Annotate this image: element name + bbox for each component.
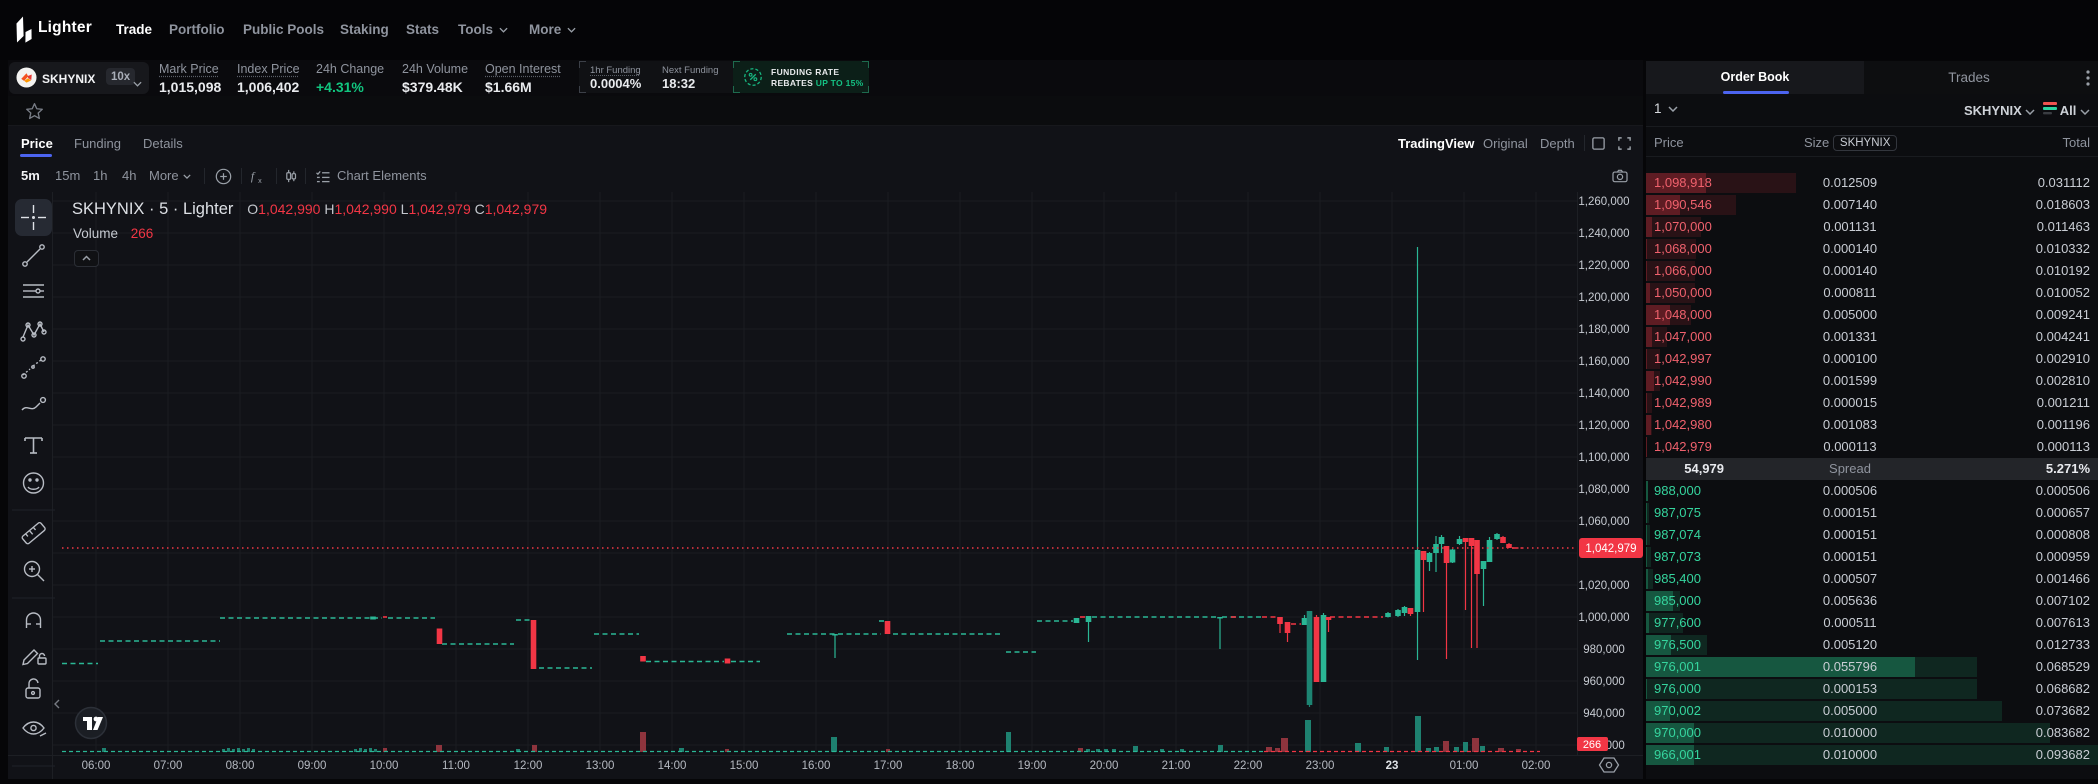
svg-text:11:00: 11:00 xyxy=(442,760,470,772)
svg-text:01:00: 01:00 xyxy=(1450,760,1479,772)
svg-text:08:00: 08:00 xyxy=(226,760,255,772)
svg-text:1,240,000: 1,240,000 xyxy=(1578,228,1629,240)
svg-text:12:00: 12:00 xyxy=(514,760,543,772)
svg-text:17:00: 17:00 xyxy=(874,760,903,772)
svg-text:1,260,000: 1,260,000 xyxy=(1578,196,1629,208)
svg-text:1,180,000: 1,180,000 xyxy=(1578,324,1629,336)
svg-text:20:00: 20:00 xyxy=(1090,760,1119,772)
svg-text:13:00: 13:00 xyxy=(586,760,615,772)
svg-text:16:00: 16:00 xyxy=(802,760,831,772)
svg-text:1,140,000: 1,140,000 xyxy=(1578,388,1629,400)
svg-text:15:00: 15:00 xyxy=(730,760,759,772)
svg-text:1,120,000: 1,120,000 xyxy=(1578,420,1629,432)
svg-text:06:00: 06:00 xyxy=(82,760,111,772)
svg-text:07:00: 07:00 xyxy=(154,760,183,772)
svg-text:1,220,000: 1,220,000 xyxy=(1578,260,1629,272)
svg-text:980,000: 980,000 xyxy=(1583,644,1625,656)
svg-text:1,080,000: 1,080,000 xyxy=(1578,484,1629,496)
svg-text:23: 23 xyxy=(1386,760,1399,772)
svg-text:02:00: 02:00 xyxy=(1522,760,1551,772)
svg-text:1,060,000: 1,060,000 xyxy=(1578,516,1629,528)
svg-text:18:00: 18:00 xyxy=(946,760,975,772)
svg-text:266: 266 xyxy=(1583,739,1601,751)
svg-text:09:00: 09:00 xyxy=(298,760,327,772)
svg-text:10:00: 10:00 xyxy=(370,760,399,772)
svg-text:1,100,000: 1,100,000 xyxy=(1578,452,1629,464)
svg-text:22:00: 22:00 xyxy=(1234,760,1263,772)
svg-text:19:00: 19:00 xyxy=(1018,760,1047,772)
svg-text:x: x xyxy=(258,176,262,184)
svg-text:f: f xyxy=(251,170,256,183)
svg-text:940,000: 940,000 xyxy=(1583,708,1625,720)
svg-text:23:00: 23:00 xyxy=(1306,760,1335,772)
svg-text:960,000: 960,000 xyxy=(1583,676,1625,688)
svg-text:1,042,979: 1,042,979 xyxy=(1585,543,1636,555)
svg-text:1,020,000: 1,020,000 xyxy=(1578,580,1629,592)
svg-text:1,160,000: 1,160,000 xyxy=(1578,356,1629,368)
svg-text:1,200,000: 1,200,000 xyxy=(1578,292,1629,304)
svg-text:14:00: 14:00 xyxy=(658,760,687,772)
svg-text:21:00: 21:00 xyxy=(1162,760,1191,772)
svg-text:1,000,000: 1,000,000 xyxy=(1578,612,1629,624)
